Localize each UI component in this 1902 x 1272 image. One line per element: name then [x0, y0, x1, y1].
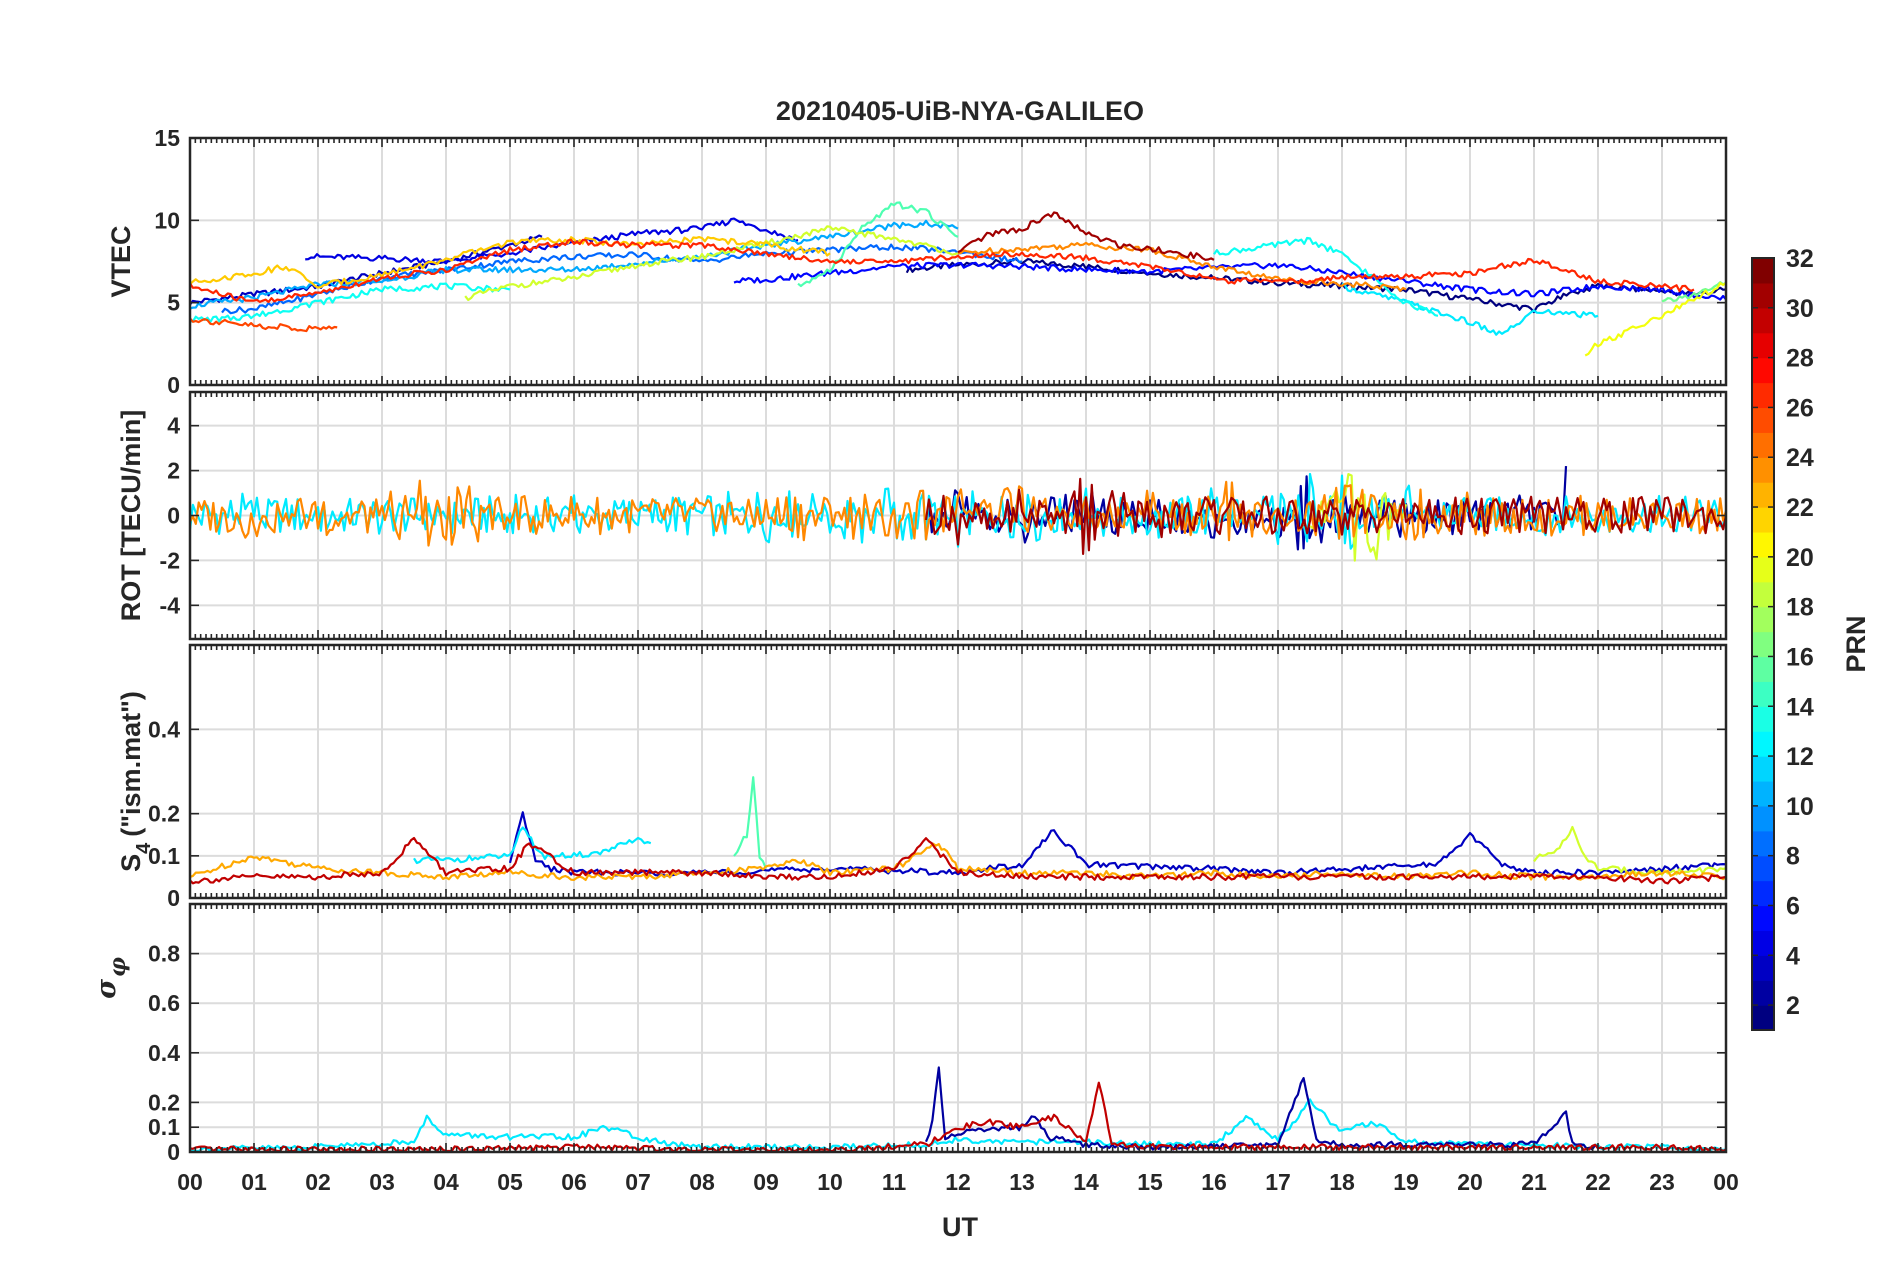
- y-axis-label: VTEC: [106, 225, 136, 297]
- x-tick-label: 21: [1521, 1169, 1547, 1195]
- x-tick-label: 12: [945, 1169, 971, 1195]
- x-tick-label: 17: [1265, 1169, 1291, 1195]
- colorbar-tick-label: 32: [1786, 245, 1814, 273]
- x-tick-label: 07: [625, 1169, 651, 1195]
- y-tick-label: 0.2: [148, 1089, 180, 1115]
- colorbar-tick-label: 10: [1786, 793, 1814, 821]
- series-line-prn-12: [1341, 282, 1599, 336]
- y-tick-label: 0.1: [148, 843, 180, 869]
- x-tick-label: 20: [1457, 1169, 1483, 1195]
- x-tick-label: 03: [369, 1169, 395, 1195]
- colorbar-tick-label: 24: [1786, 444, 1814, 472]
- x-axis-label: UT: [942, 1212, 978, 1242]
- y-tick-label: 0.4: [148, 1040, 180, 1066]
- y-tick-label: 0.2: [148, 801, 180, 827]
- y-axis-label: σφ: [91, 957, 131, 999]
- x-tick-label: 22: [1585, 1169, 1611, 1195]
- series-line-prn-12: [413, 826, 652, 865]
- x-tick-label: 02: [305, 1169, 331, 1195]
- chart-title: 20210405-UiB-NYA-GALILEO: [776, 96, 1144, 126]
- x-axis: 00 01 02 03 04 05 06 07 08 09 10 11 12 13 14 15 16 17 18 19…: [177, 1169, 1739, 1195]
- series-line-prn-27: [190, 238, 1695, 303]
- x-tick-label: 04: [433, 1169, 459, 1195]
- panel-3: 0 0.1 0.2 0.4S4("ism.mat"): [116, 643, 1728, 911]
- x-tick-label: 05: [497, 1169, 523, 1195]
- x-tick-label: 00: [177, 1169, 203, 1195]
- series-line-prn-26: [190, 317, 338, 333]
- colorbar-tick-label: 14: [1786, 693, 1814, 721]
- series-line-prn-15: [797, 201, 959, 288]
- x-tick-label: 15: [1137, 1169, 1163, 1195]
- y-tick-label: 0: [167, 503, 180, 529]
- series-line-prn-31: [924, 477, 1726, 555]
- colorbar-tick-label: 26: [1786, 394, 1814, 422]
- x-tick-label: 10: [817, 1169, 843, 1195]
- y-axis-label: ROT [TECU/min]: [116, 410, 146, 621]
- y-tick-label: 0.8: [148, 941, 180, 967]
- series-line-prn-3: [190, 234, 543, 306]
- colorbar-tick-label: 4: [1786, 942, 1800, 970]
- x-tick-label: 23: [1649, 1169, 1675, 1195]
- y-tick-label: 0.6: [148, 990, 180, 1016]
- colorbar-tick-label: 30: [1786, 295, 1814, 323]
- series-line-prn-22: [190, 236, 831, 289]
- x-tick-label: 16: [1201, 1169, 1227, 1195]
- series-group: [190, 201, 1726, 357]
- x-tick-label: 13: [1009, 1169, 1035, 1195]
- panel-4: 00.10.2 0.4 0.6 0.8 σφ: [91, 902, 1728, 1165]
- series-line-prn-30: [190, 836, 1726, 885]
- y-tick-label: 0: [167, 372, 180, 398]
- series-line-prn-20: [1584, 281, 1726, 357]
- series-group: [190, 776, 1726, 885]
- y-tick-label: -2: [160, 547, 180, 573]
- colorbar-tick-label: 6: [1786, 892, 1800, 920]
- series-line-prn-1: [905, 258, 1726, 314]
- y-tick-label: 0: [167, 1139, 180, 1165]
- series-group: [190, 466, 1726, 562]
- y-tick-label: -4: [160, 592, 181, 618]
- x-tick-label: 08: [689, 1169, 715, 1195]
- colorbar-frame: [1751, 257, 1775, 1031]
- x-tick-label: 09: [753, 1169, 779, 1195]
- series-line-prn-31: [957, 211, 1215, 261]
- colorbar-tick-label: 12: [1786, 743, 1814, 771]
- colorbar-tick-label: 16: [1786, 643, 1814, 671]
- series-line-prn-24: [957, 241, 1407, 292]
- x-tick-label: 00: [1713, 1169, 1739, 1195]
- colorbar-label: PRN: [1841, 615, 1871, 672]
- series-line-prn-15: [733, 776, 768, 869]
- colorbar-tick-label: 8: [1786, 843, 1800, 871]
- x-tick-label: 19: [1393, 1169, 1419, 1195]
- colorbar-tick-label: 18: [1786, 594, 1814, 622]
- y-tick-label: 4: [167, 413, 180, 439]
- series-line-prn-19: [464, 225, 959, 301]
- x-tick-label: 14: [1073, 1169, 1099, 1195]
- colorbar-tick-label: 22: [1786, 494, 1814, 522]
- y-tick-label: 5: [167, 290, 180, 316]
- x-tick-label: 01: [241, 1169, 267, 1195]
- x-tick-label: 06: [561, 1169, 587, 1195]
- y-tick-label: 15: [154, 125, 180, 151]
- y-axis-label: S4("ism.mat"): [116, 691, 155, 872]
- series-line-prn-19: [1309, 473, 1408, 562]
- x-tick-label: 11: [882, 1169, 907, 1195]
- y-tick-label: 2: [167, 458, 180, 484]
- y-tick-label: 10: [154, 207, 180, 233]
- y-tick-label: 0.4: [148, 716, 180, 742]
- panel-1: 0 5 10 15 VTEC: [106, 125, 1728, 398]
- series-line-prn-13: [1213, 236, 1439, 317]
- series-line-prn-10: [190, 219, 959, 310]
- panel-2: -4 -2 0 2 4 ROT [TECU/min]: [116, 390, 1728, 641]
- colorbar-tick-label: 2: [1786, 992, 1800, 1020]
- x-tick-label: 18: [1329, 1169, 1355, 1195]
- y-tick-label: 0: [167, 885, 180, 911]
- y-tick-label: 0.1: [148, 1114, 180, 1140]
- colorbar-tick-label: 28: [1786, 345, 1814, 373]
- series-line-prn-16: [1661, 281, 1726, 303]
- series-line-prn-13: [190, 282, 511, 323]
- colorbar-tick-label: 20: [1786, 544, 1814, 572]
